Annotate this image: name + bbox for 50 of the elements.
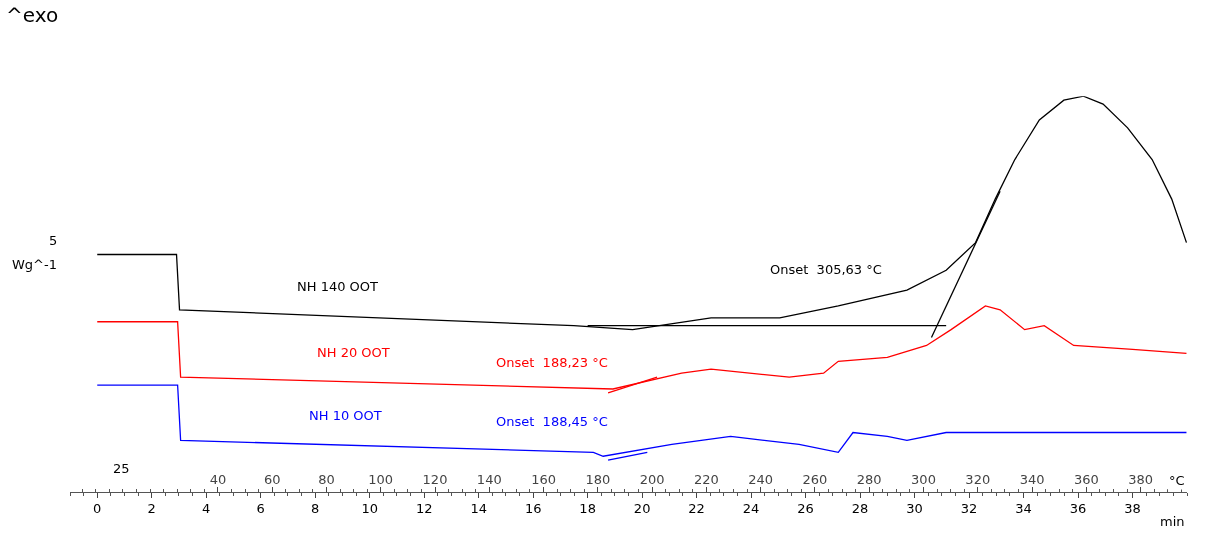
x-tick-label: 26 bbox=[797, 501, 814, 517]
x2-tick-label: 160 bbox=[531, 471, 556, 487]
x2-tick-label: 380 bbox=[1128, 471, 1153, 487]
series-label: NH 140 OOT bbox=[297, 279, 379, 294]
x-tick-label: 4 bbox=[202, 501, 211, 517]
x-tick-label: 6 bbox=[256, 501, 265, 517]
series-label: NH 10 OOT bbox=[309, 408, 382, 423]
x-tick-label: 34 bbox=[1015, 501, 1032, 517]
x-tick-label: 22 bbox=[688, 501, 705, 517]
x2-tick-label: 200 bbox=[639, 471, 665, 487]
x-tick-label: 30 bbox=[906, 501, 923, 517]
series-label: NH 20 OOT bbox=[317, 345, 390, 360]
annotation: Onset 305,63 °C bbox=[770, 262, 882, 277]
x-tick-label: 16 bbox=[524, 501, 542, 517]
x2-tick-label: 40 bbox=[209, 471, 227, 487]
x2-tick-label: 180 bbox=[585, 471, 611, 487]
text: 5 bbox=[49, 233, 58, 248]
annotation: Onset 188,23 °C bbox=[496, 355, 608, 370]
x-tick-label: 10 bbox=[361, 501, 378, 517]
x2-tick-label: 140 bbox=[476, 471, 502, 487]
y-axis-title: Wg^-1 bbox=[12, 257, 57, 272]
x2-tick-label: 240 bbox=[748, 471, 774, 487]
x-tick-label: 36 bbox=[1069, 501, 1087, 517]
x2-tick-label: 100 bbox=[368, 471, 394, 487]
x-tick-label: 24 bbox=[742, 501, 760, 517]
x2-tick-label: 360 bbox=[1073, 471, 1099, 487]
x-tick-label: 12 bbox=[415, 501, 433, 517]
chart-title: ^exo bbox=[6, 3, 59, 28]
x2-tick-label: 60 bbox=[263, 471, 281, 487]
x2-tick-label: 80 bbox=[318, 471, 335, 487]
x-tick-label: 38 bbox=[1124, 501, 1141, 517]
x-tick-label: 14 bbox=[470, 501, 487, 517]
x-tick-label: 18 bbox=[579, 501, 596, 517]
x2-tick-label: 220 bbox=[693, 471, 719, 487]
x-tick-label: 28 bbox=[851, 501, 869, 517]
x-tick-label: 8 bbox=[311, 501, 320, 517]
x2-tick-label: 280 bbox=[856, 471, 882, 487]
x2-tick-label: 320 bbox=[965, 471, 991, 487]
x2-tick-label: 260 bbox=[802, 471, 828, 487]
x-axis-title: min bbox=[1160, 514, 1185, 529]
x-tick-label: 2 bbox=[147, 501, 156, 517]
x2-tick-label: 300 bbox=[911, 471, 936, 487]
x-tick-label: 0 bbox=[93, 501, 102, 517]
annotation: 25 bbox=[113, 461, 130, 476]
x-tick-label: 32 bbox=[960, 501, 978, 517]
annotation: Onset 188,45 °C bbox=[496, 414, 608, 429]
x-tick-label: 20 bbox=[633, 501, 651, 517]
x2-tick-label: 340 bbox=[1019, 471, 1045, 487]
x2-axis-title: °C bbox=[1169, 473, 1185, 488]
x2-tick-label: 120 bbox=[422, 471, 448, 487]
